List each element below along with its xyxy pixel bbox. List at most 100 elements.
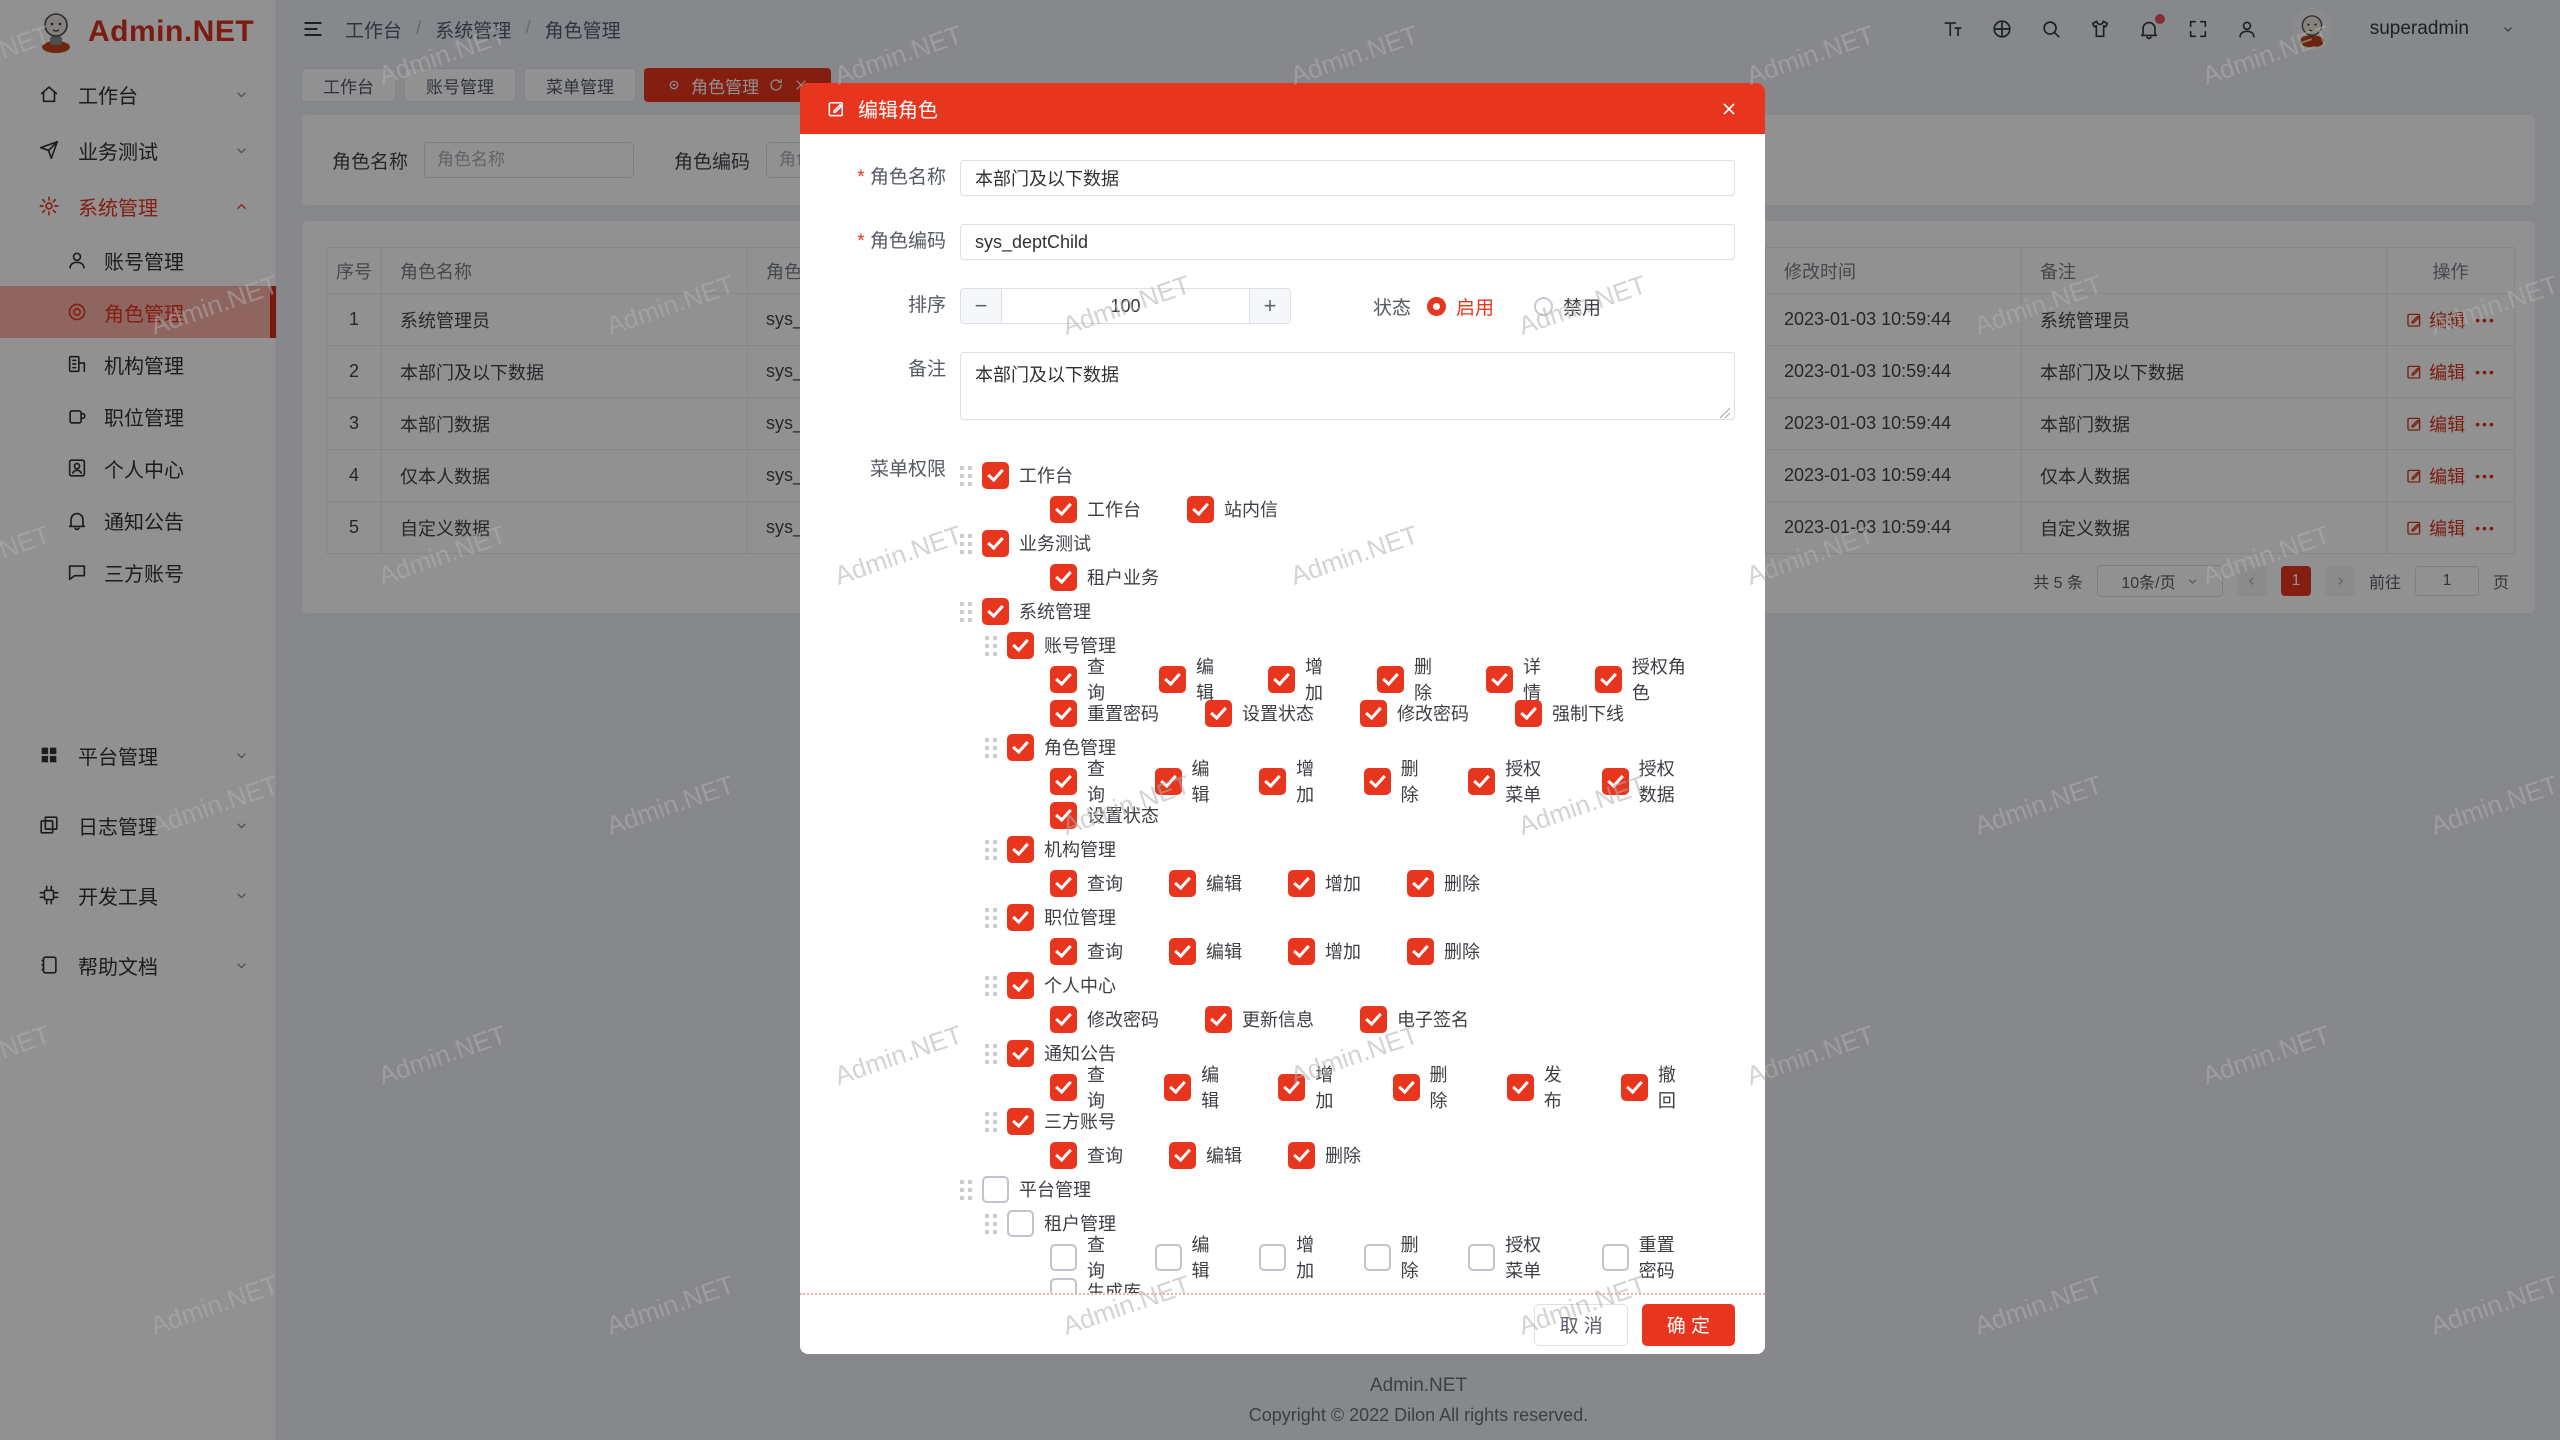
drag-handle-icon[interactable] <box>985 1043 997 1063</box>
tree-leaf-label[interactable]: 删除 <box>1400 759 1419 805</box>
tree-leaf-label[interactable]: 增加 <box>1296 759 1315 805</box>
tree-leaf-label[interactable]: 修改密码 <box>1397 704 1469 724</box>
checkbox[interactable] <box>1050 767 1077 795</box>
tree-leaf-label[interactable]: 删除 <box>1400 1235 1419 1281</box>
tree-leaf-label[interactable]: 增加 <box>1325 942 1361 962</box>
checkbox[interactable] <box>1154 767 1182 795</box>
search-name-input[interactable] <box>424 142 635 178</box>
drag-handle-icon[interactable] <box>960 601 972 621</box>
tree-node-label[interactable]: 工作台 <box>1019 466 1073 486</box>
checkbox[interactable] <box>1360 1005 1387 1033</box>
tree-leaf-label[interactable]: 查询 <box>1087 1146 1123 1166</box>
tree-leaf-label[interactable]: 设置状态 <box>1242 704 1314 724</box>
tree-leaf-label[interactable]: 强制下线 <box>1552 704 1624 724</box>
checkbox[interactable] <box>1007 733 1034 761</box>
checkbox[interactable] <box>1050 869 1077 897</box>
app-logo[interactable]: Admin.NET <box>0 0 276 64</box>
checkbox[interactable] <box>1050 699 1077 727</box>
fullscreen-button[interactable] <box>2187 18 2209 40</box>
sort-value[interactable]: 100 <box>1110 295 1141 316</box>
tab-工作台[interactable]: 工作台 <box>301 68 396 102</box>
tree-node-label[interactable]: 个人中心 <box>1044 976 1116 996</box>
tree-node-label[interactable]: 租户管理 <box>1044 1214 1116 1234</box>
checkbox[interactable] <box>1267 665 1295 693</box>
tree-node-label[interactable]: 通知公告 <box>1044 1044 1116 1064</box>
tree-leaf-label[interactable]: 查询 <box>1087 874 1123 894</box>
font-size-button[interactable] <box>1942 18 1964 40</box>
tree-leaf-label[interactable]: 查询 <box>1087 942 1123 962</box>
drag-handle-icon[interactable] <box>960 533 972 553</box>
tree-leaf-label[interactable]: 生成库 <box>1087 1282 1141 1293</box>
sidebar-item-角色管理[interactable]: 角色管理 <box>0 286 276 338</box>
tree-leaf-label[interactable]: 查询 <box>1087 1235 1105 1281</box>
sidebar-item-日志管理[interactable]: 日志管理 <box>0 790 276 860</box>
tree-leaf-label[interactable]: 电子签名 <box>1397 1010 1469 1030</box>
increment-button[interactable]: + <box>1249 289 1290 323</box>
checkbox[interactable] <box>1187 495 1214 523</box>
checkbox[interactable] <box>1288 1141 1315 1169</box>
checkbox[interactable] <box>1506 1073 1534 1101</box>
checkbox[interactable] <box>1007 1209 1034 1237</box>
more-actions-button[interactable]: ••• <box>2475 363 2496 380</box>
radio-enabled-label[interactable]: 启用 <box>1456 297 1495 319</box>
avatar[interactable] <box>2290 8 2333 50</box>
refresh-icon[interactable] <box>768 77 784 93</box>
tree-leaf-label[interactable]: 增加 <box>1325 874 1361 894</box>
tab-角色管理[interactable]: 角色管理 <box>644 68 831 102</box>
prev-page-button[interactable] <box>2236 566 2267 596</box>
tree-leaf-label[interactable]: 删除 <box>1429 1065 1448 1111</box>
tree-leaf-label[interactable]: 查询 <box>1087 1065 1105 1111</box>
tree-leaf-label[interactable]: 增加 <box>1296 1235 1315 1281</box>
sidebar-item-帮助文档[interactable]: 帮助文档 <box>0 930 276 1000</box>
checkbox[interactable] <box>1050 1073 1077 1101</box>
tab-菜单管理[interactable]: 菜单管理 <box>524 68 636 102</box>
tree-node-label[interactable]: 业务测试 <box>1019 534 1091 554</box>
checkbox[interactable] <box>1050 495 1077 523</box>
remark-textarea[interactable]: 本部门及以下数据 <box>960 352 1735 420</box>
edit-button[interactable]: 编辑 <box>2405 359 2465 385</box>
checkbox[interactable] <box>1158 665 1186 693</box>
radio-disabled[interactable] <box>1534 296 1554 316</box>
notification-button[interactable] <box>2138 14 2165 40</box>
tree-leaf-label[interactable]: 删除 <box>1413 657 1432 703</box>
decrement-button[interactable]: − <box>961 289 1002 323</box>
person-button[interactable] <box>2236 18 2258 40</box>
drag-handle-icon[interactable] <box>960 1179 972 1199</box>
checkbox[interactable] <box>1007 835 1034 863</box>
edit-button[interactable]: 编辑 <box>2405 515 2465 541</box>
checkbox[interactable] <box>1050 1277 1077 1293</box>
checkbox[interactable] <box>1278 1073 1306 1101</box>
tree-leaf-label[interactable]: 重置密码 <box>1087 704 1159 724</box>
sidebar-item-三方账号[interactable]: 三方账号 <box>0 546 276 598</box>
checkbox[interactable] <box>1205 1005 1232 1033</box>
edit-button[interactable]: 编辑 <box>2405 411 2465 437</box>
language-button[interactable] <box>1991 18 2013 40</box>
checkbox[interactable] <box>1007 1039 1034 1067</box>
sidebar-item-个人中心[interactable]: 个人中心 <box>0 442 276 494</box>
tree-leaf-label[interactable]: 授权角色 <box>1631 657 1686 703</box>
tree-leaf-label[interactable]: 撤回 <box>1657 1065 1676 1111</box>
sidebar-item-账号管理[interactable]: 账号管理 <box>0 234 276 286</box>
tree-leaf-label[interactable]: 重置密码 <box>1638 1235 1675 1281</box>
sidebar-item-业务测试[interactable]: 业务测试 <box>0 122 276 178</box>
tree-node-label[interactable]: 账号管理 <box>1044 636 1116 656</box>
checkbox[interactable] <box>1288 937 1315 965</box>
current-page-button[interactable]: 1 <box>2280 566 2311 596</box>
checkbox[interactable] <box>1363 767 1391 795</box>
theme-button[interactable] <box>2089 18 2111 40</box>
tree-node-label[interactable]: 角色管理 <box>1044 738 1116 758</box>
checkbox[interactable] <box>1050 563 1077 591</box>
breadcrumb-item[interactable]: 工作台 <box>345 20 403 42</box>
drag-handle-icon[interactable] <box>985 1111 997 1131</box>
checkbox[interactable] <box>1007 971 1034 999</box>
search-button[interactable] <box>2040 18 2062 40</box>
role-name-input[interactable] <box>960 160 1735 196</box>
checkbox[interactable] <box>1407 869 1434 897</box>
tree-leaf-label[interactable]: 编辑 <box>1206 942 1242 962</box>
checkbox[interactable] <box>1360 699 1387 727</box>
sidebar-item-机构管理[interactable]: 机构管理 <box>0 338 276 390</box>
checkbox[interactable] <box>1007 903 1034 931</box>
tree-node-label[interactable]: 机构管理 <box>1044 840 1116 860</box>
checkbox[interactable] <box>1468 1243 1496 1271</box>
tree-leaf-label[interactable]: 删除 <box>1325 1146 1361 1166</box>
